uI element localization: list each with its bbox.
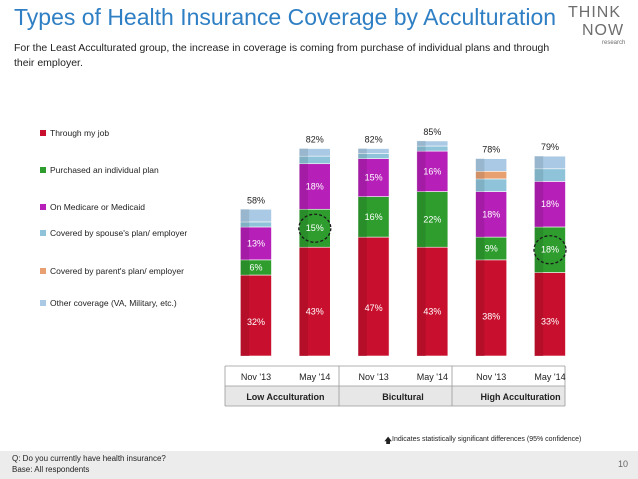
group-label: Low Acculturation (246, 392, 324, 402)
group-label: High Acculturation (481, 392, 561, 402)
bar-segment-shade (358, 237, 367, 356)
bar-segment-label: 22% (423, 214, 441, 224)
bar-segment-shade (475, 259, 485, 356)
bar-segment-label: 16% (423, 166, 441, 176)
bar-total-label: 79% (541, 142, 559, 152)
footer-bar (0, 451, 638, 479)
bar-segment-shade (475, 178, 485, 192)
bar-segment-shade (534, 156, 544, 169)
bar-segment-label: 13% (247, 238, 265, 248)
up-arrow-icon: 🡅 (384, 436, 393, 445)
bar-segment-label: 43% (306, 307, 324, 317)
bar-segment-label: 6% (249, 262, 262, 272)
bar-segment-shade (358, 148, 367, 154)
legend-label: Covered by parent's plan/ employer (50, 266, 184, 276)
bar-segment-label: 18% (541, 199, 559, 209)
bar-segment-shade (534, 226, 544, 273)
bar-segment-shade (299, 163, 308, 210)
page-number: 10 (618, 459, 629, 469)
category-tick-label: Nov '13 (476, 372, 506, 382)
legend-swatch (40, 300, 46, 306)
significance-circle (533, 235, 567, 265)
bar-segment-shade (416, 247, 426, 356)
bar-segment-label: 15% (365, 173, 383, 183)
bar-segment-shade (416, 140, 426, 147)
bar-segment-shade (299, 156, 308, 164)
category-tick-label: May '14 (299, 372, 330, 382)
bar-segment-shade (416, 151, 426, 192)
think-now-logo: THINK NOW research (568, 4, 626, 46)
legend-swatch (40, 130, 46, 136)
legend-swatch (40, 167, 46, 173)
bar-segment-shade (475, 158, 485, 172)
bar-segment-shade (416, 191, 426, 248)
bar-segment-shade (240, 226, 250, 260)
bar-segment-shade (475, 237, 485, 260)
bar-segment-label: 9% (485, 243, 498, 253)
base-text: Base: All respondents (12, 465, 90, 474)
significance-note: Indicates statistically significant diff… (392, 436, 582, 443)
bar-segment-label: 33% (541, 316, 559, 326)
category-tick-label: Nov '13 (358, 372, 388, 382)
bar-segment-shade (240, 259, 250, 276)
bar-segment-shade (240, 221, 250, 227)
bar-total-label: 82% (306, 135, 324, 145)
bar-segment-shade (299, 247, 308, 356)
legend-swatch (40, 204, 46, 210)
legend-label: On Medicare or Medicaid (50, 202, 145, 212)
bar-segment-label: 47% (365, 303, 383, 313)
bar-segment-shade (299, 209, 308, 248)
question-text: Q: Do you currently have health insuranc… (12, 454, 166, 463)
category-tick-label: May '14 (417, 372, 448, 382)
legend-swatch (40, 268, 46, 274)
bar-segment-label: 18% (541, 245, 559, 255)
bar-segment-shade (475, 191, 485, 238)
category-tick-label: May '14 (534, 372, 565, 382)
legend-label: Through my job (50, 128, 110, 138)
bar-segment-shade (358, 196, 367, 238)
bar-segment-shade (358, 158, 367, 197)
bar-total-label: 85% (423, 127, 441, 137)
significance-circle (298, 213, 332, 243)
bar-segment-label: 16% (365, 212, 383, 222)
bar-segment-shade (534, 181, 544, 227)
bar-segment-shade (240, 209, 250, 222)
stacked-bar-chart: 32% 6% 13% 58% 43% 15% 18% 82% 47% 16% 15% 82% 43% 22… (224, 127, 567, 407)
legend-swatch (40, 230, 46, 236)
bar-segment-label: 32% (247, 317, 265, 327)
bar-segment-shade (475, 171, 485, 179)
group-label-band (225, 386, 565, 406)
bar-segment-shade (358, 153, 367, 159)
legend-label: Covered by spouse's plan/ employer (50, 228, 188, 238)
bar-segment-shade (534, 272, 544, 356)
bar-segment-label: 18% (306, 181, 324, 191)
bar-segment-shade (299, 148, 308, 157)
bar-segment-shade (416, 146, 426, 152)
bar-total-label: 82% (365, 135, 383, 145)
bar-segment-shade (534, 168, 544, 182)
legend-label: Purchased an individual plan (50, 165, 159, 175)
bar-segment-shade (240, 275, 250, 356)
bar-segment-label: 38% (482, 311, 500, 321)
category-tick-label: Nov '13 (241, 372, 271, 382)
bar-total-label: 58% (247, 195, 265, 205)
group-label: Bicultural (382, 392, 424, 402)
bar-segment-label: 43% (423, 307, 441, 317)
bar-segment-label: 18% (482, 209, 500, 219)
page-title: Types of Health Insurance Coverage by Ac… (14, 4, 557, 30)
legend-label: Other coverage (VA, Military, etc.) (50, 298, 177, 308)
bar-total-label: 78% (482, 145, 500, 155)
page-subtitle: For the Least Acculturated group, the in… (14, 42, 550, 69)
bar-segment-label: 15% (306, 223, 324, 233)
